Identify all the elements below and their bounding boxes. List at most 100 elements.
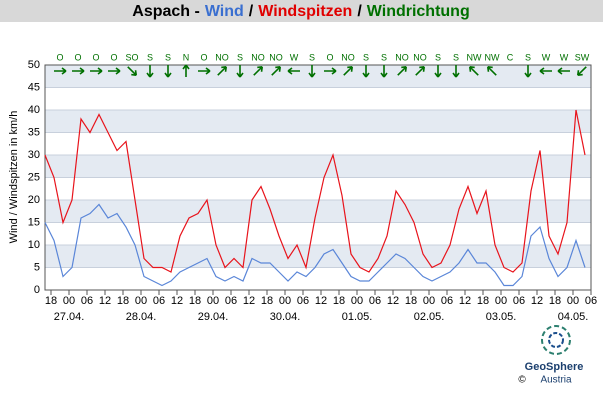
wind-arrow <box>146 65 154 78</box>
grid-band <box>45 200 591 223</box>
wind-direction-label: S <box>147 52 153 62</box>
grid-band <box>45 65 591 88</box>
wind-arrow <box>164 65 172 78</box>
wind-direction-label: S <box>309 52 315 62</box>
wind-direction-label: S <box>435 52 441 62</box>
x-tick-label: 06 <box>81 295 93 307</box>
date-label: 29.04. <box>198 311 229 323</box>
wind-direction-label: O <box>56 52 63 62</box>
wind-arrow <box>524 65 532 78</box>
x-tick-label: 12 <box>459 295 471 307</box>
title-part: Windspitzen <box>258 3 352 20</box>
grid-band <box>45 245 591 268</box>
wind-arrow <box>468 65 479 76</box>
x-tick-label: 12 <box>171 295 183 307</box>
title-part: Aspach - <box>132 3 200 20</box>
logo-sub: Austria <box>540 375 572 386</box>
series-line <box>44 109 586 273</box>
wind-arrow <box>343 65 354 76</box>
x-tick-label: 00 <box>423 295 435 307</box>
x-tick-label: 12 <box>315 295 327 307</box>
x-tick-label: 12 <box>387 295 399 307</box>
y-tick-label: 25 <box>28 171 40 183</box>
y-tick-label: 35 <box>28 126 40 138</box>
x-tick-label: 06 <box>153 295 165 307</box>
wind-direction-label: N <box>183 52 190 62</box>
wind-direction-label: O <box>110 52 117 62</box>
title-part: Windrichtung <box>367 3 470 20</box>
wind-direction-label: SO <box>125 52 138 62</box>
x-tick-label: 18 <box>45 295 57 307</box>
chart-title: Aspach - Wind / Windspitzen / Windrichtung <box>132 3 469 20</box>
wind-direction-label: S <box>381 52 387 62</box>
wind-arrow <box>72 67 85 75</box>
wind-direction-label: NO <box>251 52 265 62</box>
wind-arrow <box>539 67 552 75</box>
wind-direction-label: O <box>200 52 207 62</box>
wind-arrow <box>182 64 190 77</box>
date-label: 03.05. <box>486 311 517 323</box>
copyright: © <box>518 375 526 386</box>
x-tick-label: 06 <box>513 295 525 307</box>
wind-arrow <box>108 67 121 75</box>
y-tick-label: 50 <box>28 59 40 71</box>
wind-arrow <box>434 65 442 78</box>
wind-arrow <box>380 65 388 78</box>
y-tick-label: 45 <box>28 81 40 93</box>
x-tick-label: 06 <box>369 295 381 307</box>
wind-direction-label: NO <box>395 52 409 62</box>
x-tick-label: 00 <box>279 295 291 307</box>
logo-name: GeoSphere <box>525 361 584 373</box>
y-tick-label: 30 <box>28 149 40 161</box>
x-tick-label: 00 <box>495 295 507 307</box>
wind-direction-label: O <box>326 52 333 62</box>
wind-arrow <box>271 65 282 76</box>
wind-direction-label: NW <box>485 52 500 62</box>
x-tick-label: 06 <box>585 295 597 307</box>
x-tick-label: 00 <box>351 295 363 307</box>
x-tick-label: 06 <box>441 295 453 307</box>
grid-band <box>45 155 591 178</box>
x-tick-label: 00 <box>63 295 75 307</box>
wind-direction-label: S <box>525 52 531 62</box>
wind-arrow <box>486 65 497 76</box>
y-tick-label: 10 <box>28 239 40 251</box>
wind-arrow <box>415 65 426 76</box>
x-tick-label: 18 <box>405 295 417 307</box>
x-tick-label: 00 <box>567 295 579 307</box>
x-tick-label: 12 <box>243 295 255 307</box>
wind-arrow <box>90 67 103 75</box>
title-part: / <box>249 3 254 20</box>
wind-direction-label: NW <box>467 52 482 62</box>
wind-direction-label: C <box>507 52 514 62</box>
wind-direction-label: S <box>453 52 459 62</box>
wind-direction-label: NO <box>413 52 427 62</box>
date-label: 30.04. <box>270 311 301 323</box>
wind-arrow <box>54 67 67 75</box>
x-tick-label: 18 <box>117 295 129 307</box>
title-part: Wind <box>205 3 244 20</box>
wind-arrow <box>452 65 460 78</box>
wind-direction-label: NO <box>341 52 355 62</box>
wind-arrow <box>253 65 264 76</box>
wind-direction-label: O <box>92 52 99 62</box>
wind-arrow <box>198 67 211 75</box>
x-tick-label: 12 <box>99 295 111 307</box>
x-tick-label: 18 <box>189 295 201 307</box>
date-label: 01.05. <box>342 311 373 323</box>
logo-ring <box>541 325 571 355</box>
y-tick-label: 5 <box>34 261 40 273</box>
logo-core <box>548 332 564 348</box>
y-tick-label: 0 <box>34 284 40 296</box>
series-line <box>44 203 586 287</box>
wind-direction-label: S <box>363 52 369 62</box>
y-axis-label: Wind / Windspitzen in km/h <box>8 111 20 244</box>
wind-direction-label: W <box>560 52 569 62</box>
wind-direction-label: S <box>165 52 171 62</box>
x-tick-label: 18 <box>549 295 561 307</box>
wind-arrow <box>397 65 408 76</box>
wind-direction-label: NO <box>215 52 229 62</box>
wind-arrow <box>362 65 370 78</box>
wind-direction-label: W <box>290 52 299 62</box>
